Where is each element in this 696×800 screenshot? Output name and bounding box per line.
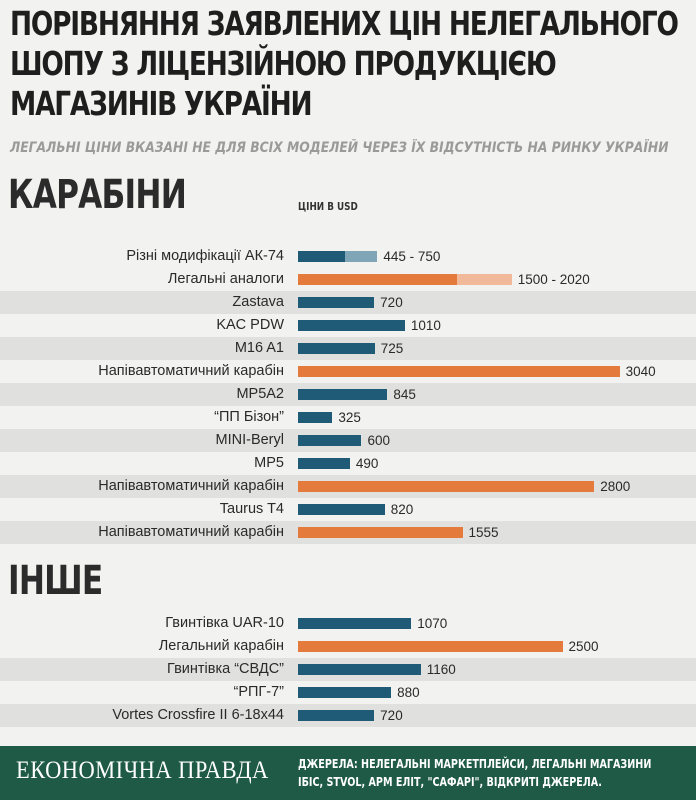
- chart-row: KAC PDW 1010: [0, 314, 696, 337]
- footer: ЕКОНОМІЧНА ПРАВДА ДЖЕРЕЛА: НЕЛЕГАЛЬНІ МА…: [0, 746, 696, 800]
- category-label: MINI-Beryl: [215, 432, 284, 448]
- bar: [298, 320, 405, 331]
- category-label: Напівавтоматичний карабін: [98, 363, 284, 379]
- chart-row: Легальні аналоги 1500 - 2020: [0, 268, 696, 291]
- bar: [298, 458, 350, 469]
- bar: [298, 297, 375, 308]
- category-label: KAC PDW: [216, 317, 284, 333]
- bar-min: [298, 274, 457, 285]
- chart-row: “ПП Бізон” 325: [0, 406, 696, 429]
- value-label: 720: [380, 295, 403, 310]
- value-label: 1070: [417, 616, 448, 631]
- value-label: 1010: [410, 318, 441, 333]
- chart-subtitle: Легальні ціни вказані не для всіх моделе…: [10, 140, 669, 156]
- chart-row: Zastava 720: [0, 291, 696, 314]
- bar: [298, 664, 421, 675]
- chart-row: Різні модифікації АК-74 445 - 750: [0, 245, 696, 268]
- bar: [298, 389, 388, 400]
- bar-range: [345, 251, 378, 262]
- value-label: 820: [390, 502, 414, 517]
- category-label: Zastava: [232, 294, 284, 310]
- value-label: 325: [338, 410, 361, 425]
- category-label: M16 A1: [234, 340, 284, 356]
- bar: [298, 710, 375, 721]
- value-label: 1555: [468, 525, 499, 540]
- value-label: 445 - 750: [383, 249, 441, 264]
- bar-min: [298, 251, 346, 262]
- category-label: “РПГ-7”: [233, 684, 285, 700]
- value-label: 845: [393, 387, 416, 402]
- bar: [298, 435, 362, 446]
- category-label: “ПП Бізон”: [214, 409, 284, 425]
- chart-row: MINI-Beryl 600: [0, 429, 696, 452]
- units-label: ЦІНИ В USD: [298, 200, 358, 213]
- chart-row: Напівавтоматичний карабін 1555: [0, 521, 696, 544]
- chart-title: Порівняння заявлених цін нелегального шо…: [10, 4, 679, 123]
- value-label: 1160: [426, 662, 456, 677]
- bar: [298, 618, 412, 629]
- chart-row: Напівавтоматичний карабін 3040: [0, 360, 696, 383]
- bar: [298, 687, 392, 698]
- category-label: MP5: [254, 455, 284, 471]
- category-label: MP5A2: [236, 386, 284, 402]
- chart-row: Vortes Crossfire II 6-18x44 720: [0, 704, 696, 727]
- section-title-other: Інше: [8, 558, 103, 604]
- category-label: Taurus T4: [219, 501, 284, 517]
- value-label: 2800: [600, 479, 631, 494]
- bar: [298, 641, 563, 652]
- category-label: Різні модифікації АК-74: [126, 248, 284, 264]
- bar: [298, 481, 595, 492]
- category-label: Напівавтоматичний карабін: [98, 478, 284, 494]
- bar: [298, 366, 620, 377]
- section-title-carbines: Карабіни: [8, 172, 187, 218]
- chart-row: “РПГ-7” 880: [0, 681, 696, 704]
- chart-row: Гвинтівка “СВДС” 1160: [0, 658, 696, 681]
- bar: [298, 527, 463, 538]
- category-label: Vortes Crossfire II 6-18x44: [112, 707, 284, 723]
- category-label: Легальні аналоги: [167, 271, 284, 287]
- category-label: Гвинтівка “СВДС”: [167, 661, 284, 677]
- bar: [298, 504, 385, 515]
- chart-row: MP5A2 845: [0, 383, 696, 406]
- value-label: 880: [397, 685, 420, 700]
- value-label: 2500: [568, 639, 599, 654]
- category-label: Напівавтоматичний карабін: [98, 524, 284, 540]
- value-label: 720: [380, 708, 403, 723]
- value-label: 725: [380, 341, 404, 356]
- value-label: 490: [355, 456, 379, 471]
- chart-row: Напівавтоматичний карабін 2800: [0, 475, 696, 498]
- chart-row: MP5 490: [0, 452, 696, 475]
- category-label: Гвинтівка UAR-10: [165, 615, 284, 631]
- chart-row: Гвинтівка UAR-10 1070: [0, 612, 696, 635]
- category-label: Легальний карабін: [158, 638, 284, 654]
- bar-range: [456, 274, 512, 285]
- value-label: 1500 - 2020: [517, 272, 590, 287]
- value-label: 600: [367, 433, 390, 448]
- chart-row: Легальний карабін 2500: [0, 635, 696, 658]
- publisher-logo: ЕКОНОМІЧНА ПРАВДА: [16, 757, 269, 784]
- value-label: 3040: [625, 364, 656, 379]
- sources-note: ДЖЕРЕЛА: НЕЛЕГАЛЬНІ МАРКЕТПЛЕЙСИ, ЛЕГАЛЬ…: [298, 757, 652, 789]
- chart-row: M16 A1 725: [0, 337, 696, 360]
- chart-row: Taurus T4 820: [0, 498, 696, 521]
- bar: [298, 343, 375, 354]
- bar: [298, 412, 333, 423]
